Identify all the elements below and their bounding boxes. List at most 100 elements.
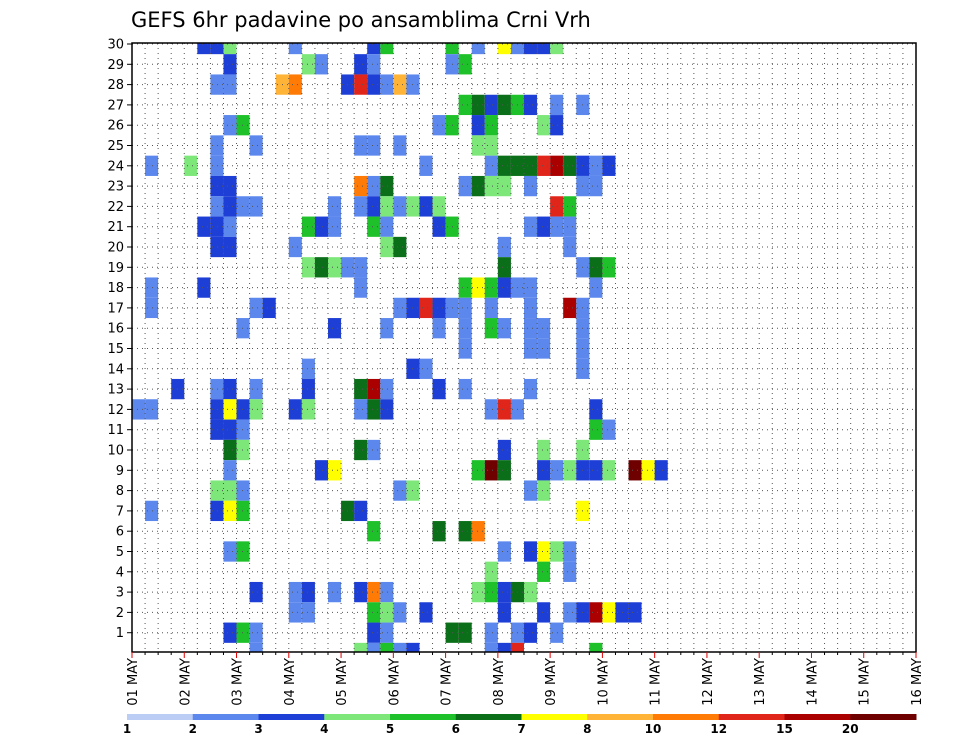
heatmap-cell: [458, 338, 472, 359]
heatmap-cell: [524, 318, 538, 339]
heatmap-cell: [380, 602, 394, 623]
heatmap-cell: [484, 277, 498, 298]
y-tick-label: 9: [116, 464, 124, 479]
heatmap-cell: [328, 216, 342, 237]
heatmap-cell: [406, 642, 420, 652]
heatmap-cell: [249, 622, 263, 643]
heatmap-cell: [367, 439, 381, 461]
heatmap-cell: [419, 358, 433, 379]
y-tick-label: 24: [107, 159, 124, 174]
heatmap-cell: [354, 175, 368, 197]
heatmap-cell: [328, 196, 342, 217]
heatmap-cell: [458, 318, 472, 339]
colorbar-tick-label: 20: [842, 722, 859, 736]
heatmap-cell: [471, 135, 485, 156]
y-tick-label: 21: [107, 220, 124, 235]
heatmap-cell: [537, 318, 551, 339]
heatmap-cell: [602, 155, 616, 176]
x-tick-label: 05 MAY: [335, 658, 350, 706]
heatmap-cell: [184, 155, 198, 176]
y-tick-label: 16: [107, 322, 124, 337]
heatmap-cell: [380, 43, 394, 55]
heatmap-cell: [210, 399, 224, 420]
heatmap-cell: [210, 500, 224, 522]
heatmap-cell: [524, 43, 538, 55]
heatmap-cell: [445, 43, 459, 55]
heatmap-cell: [497, 175, 511, 197]
heatmap-cell: [628, 602, 642, 623]
heatmap-cell: [484, 175, 498, 197]
heatmap-cell: [236, 500, 250, 522]
heatmap-cell: [380, 175, 394, 197]
heatmap-cell: [210, 378, 224, 400]
heatmap-cell: [524, 338, 538, 359]
heatmap-cell: [367, 135, 381, 156]
heatmap-cell: [223, 622, 237, 643]
heatmap-cell: [210, 155, 224, 176]
heatmap-cell: [510, 43, 524, 55]
heatmap-cell: [524, 480, 538, 501]
heatmap-cell: [589, 277, 603, 298]
colorbar-swatch: [521, 714, 588, 720]
x-tick-label: 07 MAY: [440, 658, 455, 706]
y-tick-label: 15: [107, 342, 124, 357]
heatmap-cell: [328, 581, 342, 603]
heatmap-cell: [197, 43, 211, 55]
x-tick-label: 16 MAY: [910, 658, 925, 706]
chart-title: GEFS 6hr padavine po ansamblima Crni Vrh: [131, 8, 591, 32]
y-tick-label: 11: [107, 423, 124, 438]
heatmap-cell: [458, 175, 472, 197]
heatmap-cell: [563, 460, 577, 481]
x-tick-label: 01 MAY: [126, 658, 141, 706]
heatmap-cell: [314, 460, 328, 481]
colorbar-tick-label: 12: [710, 722, 727, 736]
x-tick-label: 11 MAY: [649, 658, 664, 706]
heatmap-cell: [497, 581, 511, 603]
y-tick-label: 25: [107, 139, 124, 154]
colorbar-swatch: [324, 714, 391, 720]
heatmap-cell: [380, 378, 394, 400]
colorbar-tick-label: 10: [645, 722, 662, 736]
heatmap-cell: [249, 135, 263, 156]
heatmap-cell: [367, 216, 381, 237]
heatmap-cell: [380, 216, 394, 237]
heatmap-cell: [497, 642, 511, 652]
heatmap-cell: [145, 500, 159, 522]
heatmap-cell: [563, 541, 577, 562]
heatmap-cell: [563, 236, 577, 258]
x-tick-label: 10 MAY: [596, 658, 611, 706]
heatmap-cell: [354, 54, 368, 75]
y-tick-label: 23: [107, 180, 124, 195]
heatmap-cell: [354, 378, 368, 400]
heatmap-cell: [497, 602, 511, 623]
heatmap-cell: [550, 43, 564, 55]
heatmap-cell: [223, 460, 237, 481]
heatmap-cell: [380, 318, 394, 339]
heatmap-cell: [301, 602, 315, 623]
heatmap-cell: [236, 480, 250, 501]
heatmap-cell: [328, 318, 342, 339]
heatmap-cell: [210, 419, 224, 440]
heatmap-cell: [484, 399, 498, 420]
heatmap-cell: [236, 115, 250, 136]
heatmap-cell: [210, 196, 224, 217]
heatmap-cell: [497, 460, 511, 481]
x-tick-label: 03 MAY: [231, 658, 246, 706]
heatmap-cell: [563, 297, 577, 319]
heatmap-cell: [380, 236, 394, 258]
heatmap-cell: [367, 602, 381, 623]
heatmap-cell: [432, 318, 446, 339]
heatmap-cell: [354, 500, 368, 522]
heatmap-cell: [288, 602, 302, 623]
heatmap-cell: [223, 216, 237, 237]
colorbar-swatch: [718, 714, 785, 720]
heatmap-cell: [301, 358, 315, 379]
heatmap-cell: [524, 216, 538, 237]
heatmap-cell: [458, 277, 472, 298]
heatmap-cell: [223, 500, 237, 522]
heatmap-cell: [497, 318, 511, 339]
heatmap-cell: [471, 94, 485, 116]
heatmap-cell: [484, 642, 498, 652]
colorbar-tick-label: 8: [583, 722, 591, 736]
